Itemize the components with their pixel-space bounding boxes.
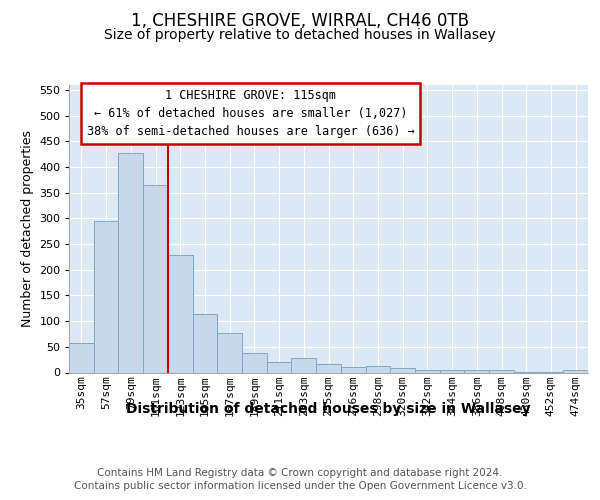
Bar	[193, 314, 217, 372]
Bar	[341, 368, 365, 372]
Text: Contains HM Land Registry data © Crown copyright and database right 2024.: Contains HM Land Registry data © Crown c…	[97, 468, 503, 477]
Bar	[390, 368, 415, 372]
Bar	[118, 153, 143, 372]
Bar	[563, 370, 588, 372]
Bar	[267, 362, 292, 372]
Bar	[69, 343, 94, 372]
Bar	[292, 358, 316, 372]
Text: Contains public sector information licensed under the Open Government Licence v3: Contains public sector information licen…	[74, 481, 526, 491]
Bar	[94, 221, 118, 372]
Bar	[316, 364, 341, 372]
Bar	[365, 366, 390, 372]
Text: Distribution of detached houses by size in Wallasey: Distribution of detached houses by size …	[127, 402, 531, 416]
Text: 1, CHESHIRE GROVE, WIRRAL, CH46 0TB: 1, CHESHIRE GROVE, WIRRAL, CH46 0TB	[131, 12, 469, 30]
Y-axis label: Number of detached properties: Number of detached properties	[21, 130, 34, 327]
Bar	[464, 370, 489, 372]
Bar	[489, 370, 514, 372]
Bar	[415, 370, 440, 372]
Text: Size of property relative to detached houses in Wallasey: Size of property relative to detached ho…	[104, 28, 496, 42]
Bar	[242, 353, 267, 372]
Text: 1 CHESHIRE GROVE: 115sqm
← 61% of detached houses are smaller (1,027)
38% of sem: 1 CHESHIRE GROVE: 115sqm ← 61% of detach…	[87, 90, 415, 138]
Bar	[440, 370, 464, 372]
Bar	[143, 185, 168, 372]
Bar	[168, 256, 193, 372]
Bar	[217, 333, 242, 372]
